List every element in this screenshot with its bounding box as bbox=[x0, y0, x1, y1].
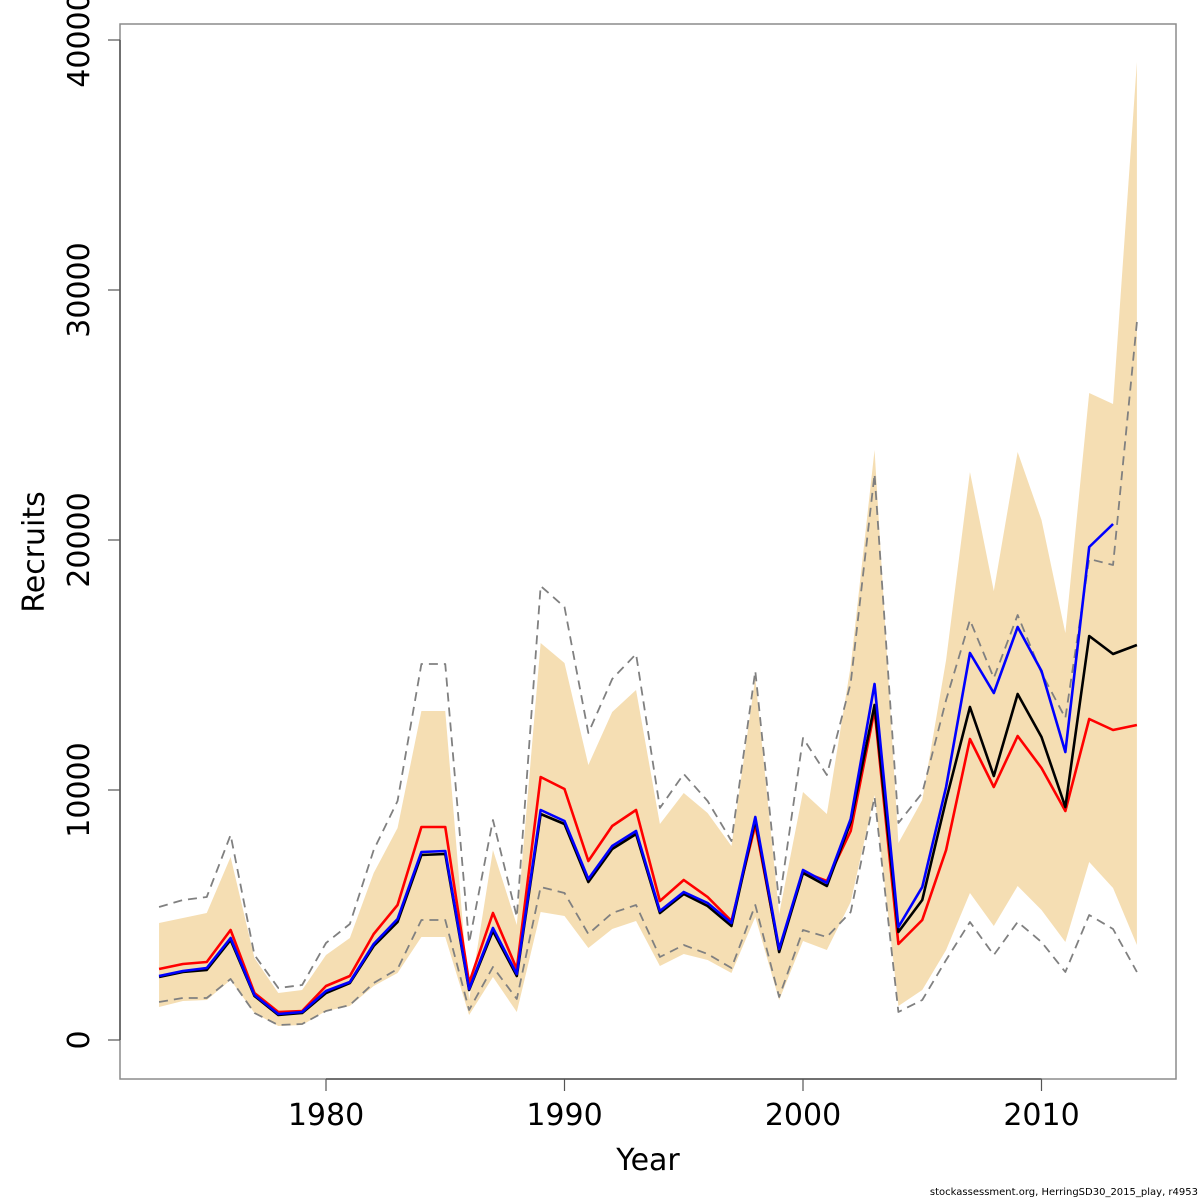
x-axis: 1980 1990 2000 2010 bbox=[288, 1078, 1080, 1133]
x-tick-label: 2000 bbox=[765, 1098, 841, 1133]
y-tick-label: 10000 bbox=[62, 742, 97, 837]
y-axis-title: Recruits bbox=[17, 491, 52, 613]
x-tick-label: 2010 bbox=[1003, 1098, 1079, 1133]
series-line-dashed-lower bbox=[158, 796, 1138, 1026]
series-line-blue bbox=[158, 523, 1114, 1016]
series-layer bbox=[158, 321, 1138, 1026]
x-tick-label: 1980 bbox=[288, 1098, 364, 1133]
y-tick-label: 0 bbox=[62, 1030, 97, 1049]
confidence-band bbox=[159, 62, 1137, 1026]
footer-caption: stockassessment.org, HerringSD30_2015_pl… bbox=[929, 1187, 1198, 1198]
band-layer bbox=[159, 62, 1137, 1026]
series-line-dashed-upper bbox=[158, 321, 1138, 989]
x-axis-title: Year bbox=[615, 1143, 680, 1178]
y-tick-label: 30000 bbox=[62, 242, 97, 337]
series-line-red bbox=[158, 708, 1138, 1014]
x-tick-label: 1990 bbox=[526, 1098, 602, 1133]
y-axis: 0 10000 20000 30000 40000 bbox=[62, 0, 121, 1050]
y-tick-label: 40000 bbox=[62, 0, 97, 88]
y-tick-label: 20000 bbox=[62, 492, 97, 587]
